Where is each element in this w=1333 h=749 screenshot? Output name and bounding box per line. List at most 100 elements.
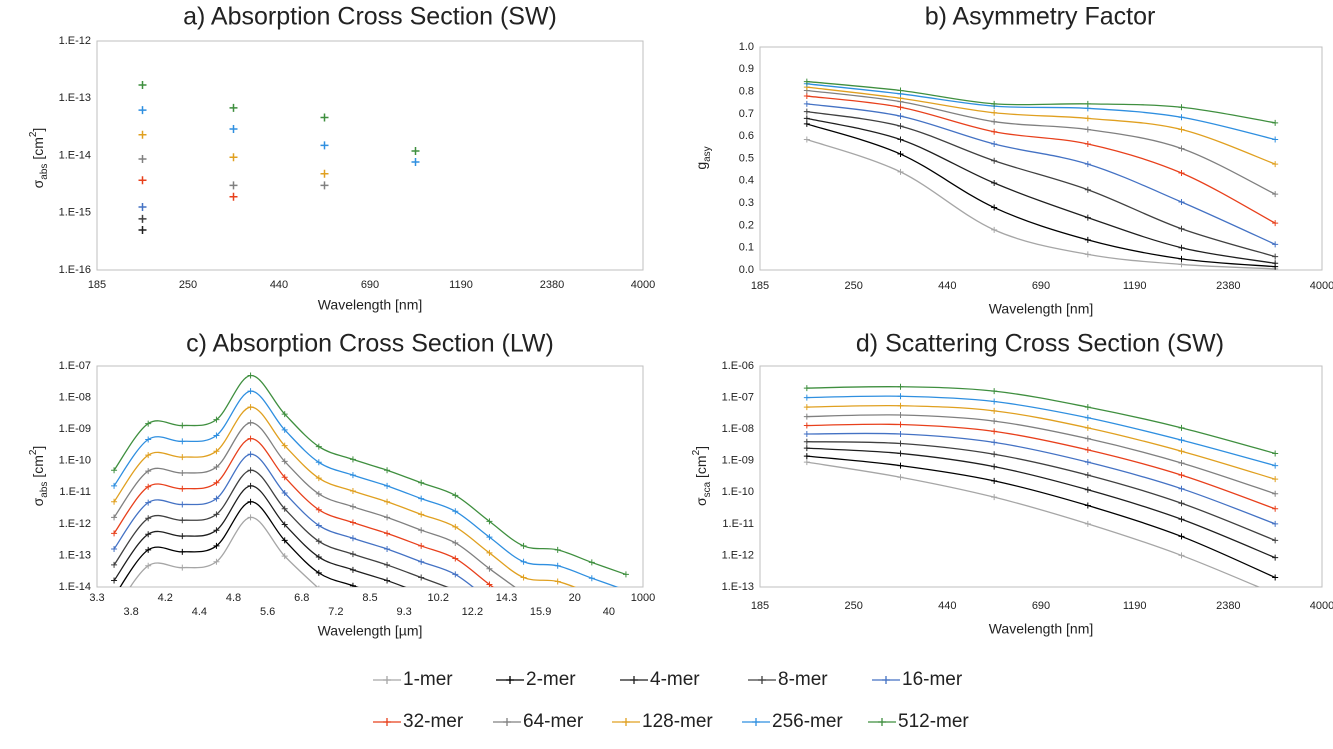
plot-marks [111,372,629,596]
data-point [315,475,322,482]
x-tick-label: 12.2 [462,606,483,618]
data-point [213,416,220,423]
data-point [897,104,904,111]
data-point [213,495,220,502]
data-point [803,431,810,438]
legend-label: 4-mer [650,669,700,690]
data-point [588,575,595,582]
data-point [145,546,152,553]
data-point [1084,424,1091,431]
data-point [1178,424,1185,431]
data-point [803,453,810,460]
data-point [1272,574,1279,581]
data-point [520,558,527,565]
data-point [145,452,152,459]
data-point [803,120,810,127]
data-point [1084,251,1091,258]
data-point [247,451,254,458]
data-point [991,109,998,116]
data-point [1178,114,1185,121]
y-tick-label: 1.E-16 [59,264,91,276]
data-point [229,181,238,190]
series-line [806,447,1276,559]
data-point [247,514,254,521]
data-point [1272,591,1278,597]
data-point [1084,435,1091,442]
data-point [349,535,356,542]
data-point [1272,241,1279,248]
chart-title: d) Scattering Cross Section (SW) [856,330,1224,358]
data-point [1178,261,1185,268]
y-axis-title-part: ] [693,446,709,450]
data-point [803,385,810,392]
series-line [806,103,1276,245]
x-tick-label: 250 [844,280,862,292]
data-point [384,467,391,474]
data-point [991,428,998,435]
y-tick-label: 0.5 [739,152,754,164]
data-point [897,462,904,469]
data-point [1178,437,1185,444]
x-tick-label: 15.9 [530,606,551,618]
data-point [803,115,810,122]
data-point [991,157,998,164]
data-point [991,226,998,233]
x-tick-label: 20 [569,592,581,604]
series-line [113,469,449,587]
data-point [521,590,527,596]
data-point [622,571,629,578]
data-point [991,439,998,446]
x-axis-title: Wavelength [µm] [318,623,423,639]
y-axis-title-part: 2 [691,449,702,455]
legend-marker [506,676,514,684]
y-axis-title-part: [cm [693,455,709,481]
data-point [1178,552,1185,559]
y-axis-title: gasy [693,146,713,169]
plot-marks [138,81,420,234]
x-tick-label: 2380 [1216,600,1240,612]
y-axis-title: σabs [cm2] [28,446,50,507]
y-tick-label: 1.E-12 [722,549,754,561]
legend-label: 16-mer [902,669,963,690]
data-point [1178,485,1185,492]
data-point [1178,500,1185,507]
data-point [1084,404,1091,411]
data-point [418,495,425,502]
data-point [991,494,998,501]
data-point [138,130,147,139]
data-point [897,431,904,438]
data-point [138,154,147,163]
y-tick-label: 0.2 [739,219,754,231]
data-point [247,498,254,505]
data-point [991,128,998,135]
data-point [320,113,329,122]
legend-label: 1-mer [403,669,453,690]
data-point [1178,255,1185,262]
data-point [897,87,904,94]
data-point [588,559,595,566]
data-point [384,530,391,537]
series-line [806,414,1276,495]
data-point [520,574,527,581]
data-point [1084,186,1091,193]
x-tick-label: 185 [88,279,106,291]
y-tick-label: 1.E-08 [722,423,754,435]
data-point [803,438,810,445]
data-point [897,450,904,457]
data-point [1178,448,1185,455]
data-point [991,100,998,107]
x-tick-label: 9.3 [396,606,411,618]
y-tick-label: 1.E-12 [59,518,91,530]
data-point [1084,459,1091,466]
series-line [806,89,1276,195]
data-point [418,574,425,581]
data-point [897,421,904,428]
plot-area [96,365,644,588]
plot-marks [803,383,1279,597]
data-point [418,527,425,534]
x-tick-label: 2380 [1216,280,1240,292]
y-tick-label: 1.E-13 [722,581,754,593]
data-point [247,467,254,474]
data-point [384,498,391,505]
x-tick-label: 5.6 [260,606,275,618]
